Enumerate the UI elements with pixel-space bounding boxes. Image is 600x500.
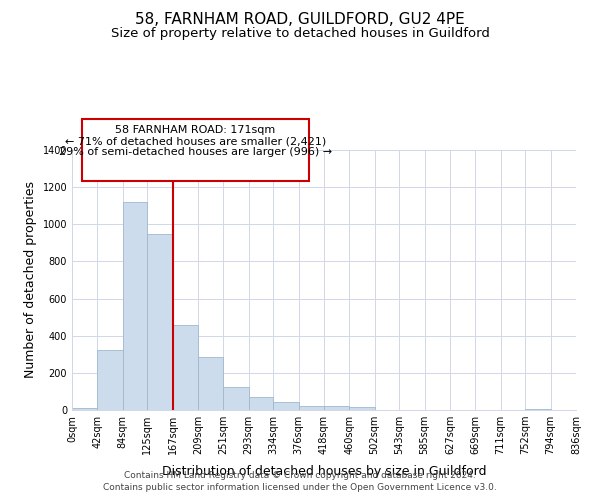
Bar [198, 357, 223, 410]
Text: Contains public sector information licensed under the Open Government Licence v3: Contains public sector information licen… [103, 484, 497, 492]
Bar [248, 397, 274, 410]
Bar [173, 324, 198, 410]
Text: Contains HM Land Registry data © Crown copyright and database right 2024.: Contains HM Land Registry data © Crown c… [124, 471, 476, 480]
Y-axis label: Number of detached properties: Number of detached properties [24, 182, 37, 378]
Text: 58 FARNHAM ROAD: 171sqm: 58 FARNHAM ROAD: 171sqm [115, 126, 275, 136]
Text: 29% of semi-detached houses are larger (996) →: 29% of semi-detached houses are larger (… [59, 147, 332, 157]
FancyBboxPatch shape [82, 119, 309, 181]
Bar [526, 409, 551, 410]
Bar [223, 387, 248, 410]
Text: Size of property relative to detached houses in Guildford: Size of property relative to detached ho… [110, 28, 490, 40]
Bar [324, 406, 349, 410]
X-axis label: Distribution of detached houses by size in Guildford: Distribution of detached houses by size … [162, 466, 486, 478]
Bar [274, 402, 299, 410]
Bar [299, 406, 324, 410]
Bar [122, 202, 148, 410]
Bar [97, 350, 122, 410]
Text: 58, FARNHAM ROAD, GUILDFORD, GU2 4PE: 58, FARNHAM ROAD, GUILDFORD, GU2 4PE [135, 12, 465, 28]
Bar [72, 408, 97, 410]
Bar [148, 234, 173, 410]
Bar [349, 407, 374, 410]
Text: ← 71% of detached houses are smaller (2,421): ← 71% of detached houses are smaller (2,… [65, 136, 326, 146]
